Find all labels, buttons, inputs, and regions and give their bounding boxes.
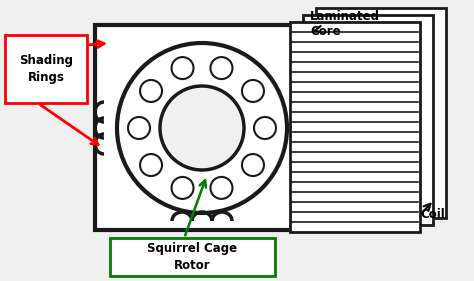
Circle shape (172, 177, 193, 199)
Bar (95, 25, 310, 230)
Circle shape (140, 154, 162, 176)
Circle shape (172, 57, 193, 79)
Circle shape (242, 154, 264, 176)
Text: Squirrel Cage
Rotor: Squirrel Cage Rotor (147, 242, 237, 272)
Bar (110, 238, 275, 276)
Circle shape (140, 80, 162, 102)
Circle shape (117, 43, 287, 213)
Text: Laminated
Core: Laminated Core (310, 10, 380, 38)
Circle shape (254, 117, 276, 139)
Bar (290, 22, 420, 232)
Circle shape (210, 57, 232, 79)
Text: ELECTRICAL: ELECTRICAL (143, 162, 227, 175)
Text: WIRA: WIRA (162, 142, 208, 157)
Circle shape (210, 177, 232, 199)
Bar (303, 15, 433, 225)
Circle shape (160, 86, 244, 170)
Circle shape (242, 80, 264, 102)
Text: Coil: Coil (420, 209, 445, 221)
Circle shape (128, 117, 150, 139)
Text: Shading
Rings: Shading Rings (19, 54, 73, 84)
Bar (5, 35, 87, 103)
Bar (316, 8, 446, 218)
